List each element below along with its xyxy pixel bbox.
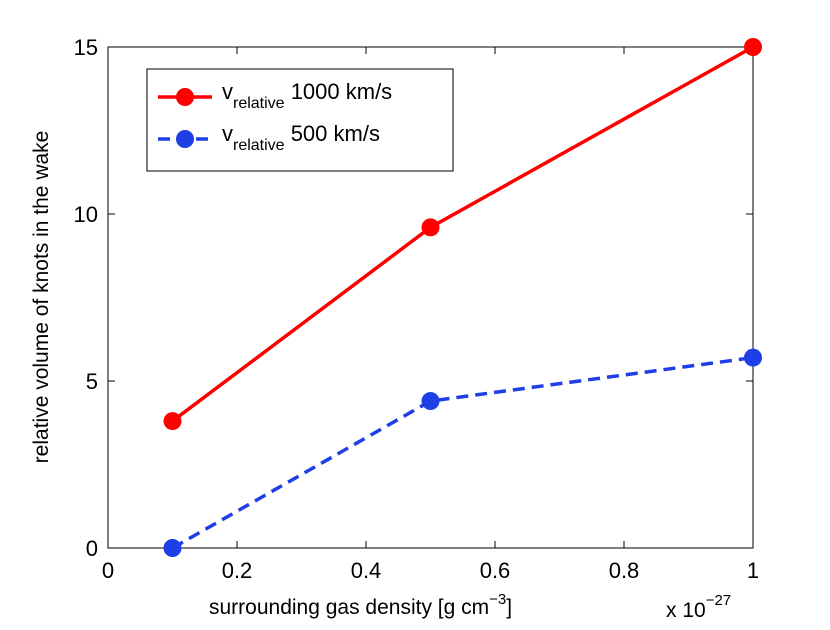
- x-axis-multiplier: x 10−27: [666, 592, 731, 622]
- series-markers: [163, 38, 762, 557]
- series-1-point: [421, 392, 440, 411]
- y-tick-label: 0: [86, 536, 98, 561]
- series-0-point: [744, 38, 762, 56]
- x-tick-label: 0: [102, 558, 114, 583]
- legend-label-1: vrelative 500 km/s: [222, 121, 380, 154]
- legend-label-0: vrelative 1000 km/s: [222, 79, 392, 112]
- series-1-point: [744, 348, 762, 367]
- legend: vrelative 1000 km/s vrelative 500 km/s: [146, 68, 454, 172]
- x-tick-label: 0.6: [480, 558, 511, 583]
- y-tick-label: 5: [86, 369, 98, 394]
- x-tick-label: 0.2: [222, 558, 253, 583]
- series-1-point: [163, 539, 182, 557]
- x-axis-label-exponent: −3: [489, 591, 506, 608]
- y-tick-label: 10: [74, 202, 98, 227]
- x-tick-label: 0.8: [609, 558, 640, 583]
- legend-marker-1: [176, 130, 194, 148]
- y-tick-label: 15: [74, 35, 98, 60]
- x-tick-label: 1: [747, 558, 759, 583]
- series-0-point: [163, 412, 182, 431]
- series-0-point: [421, 218, 440, 237]
- legend-box: [146, 68, 454, 172]
- x-tick-label: 0.4: [351, 558, 382, 583]
- legend-marker-0: [176, 88, 194, 106]
- y-axis-label: relative volume of knots in the wake: [30, 131, 53, 464]
- x-axis-label: surrounding gas density [g cm−3]: [209, 591, 512, 619]
